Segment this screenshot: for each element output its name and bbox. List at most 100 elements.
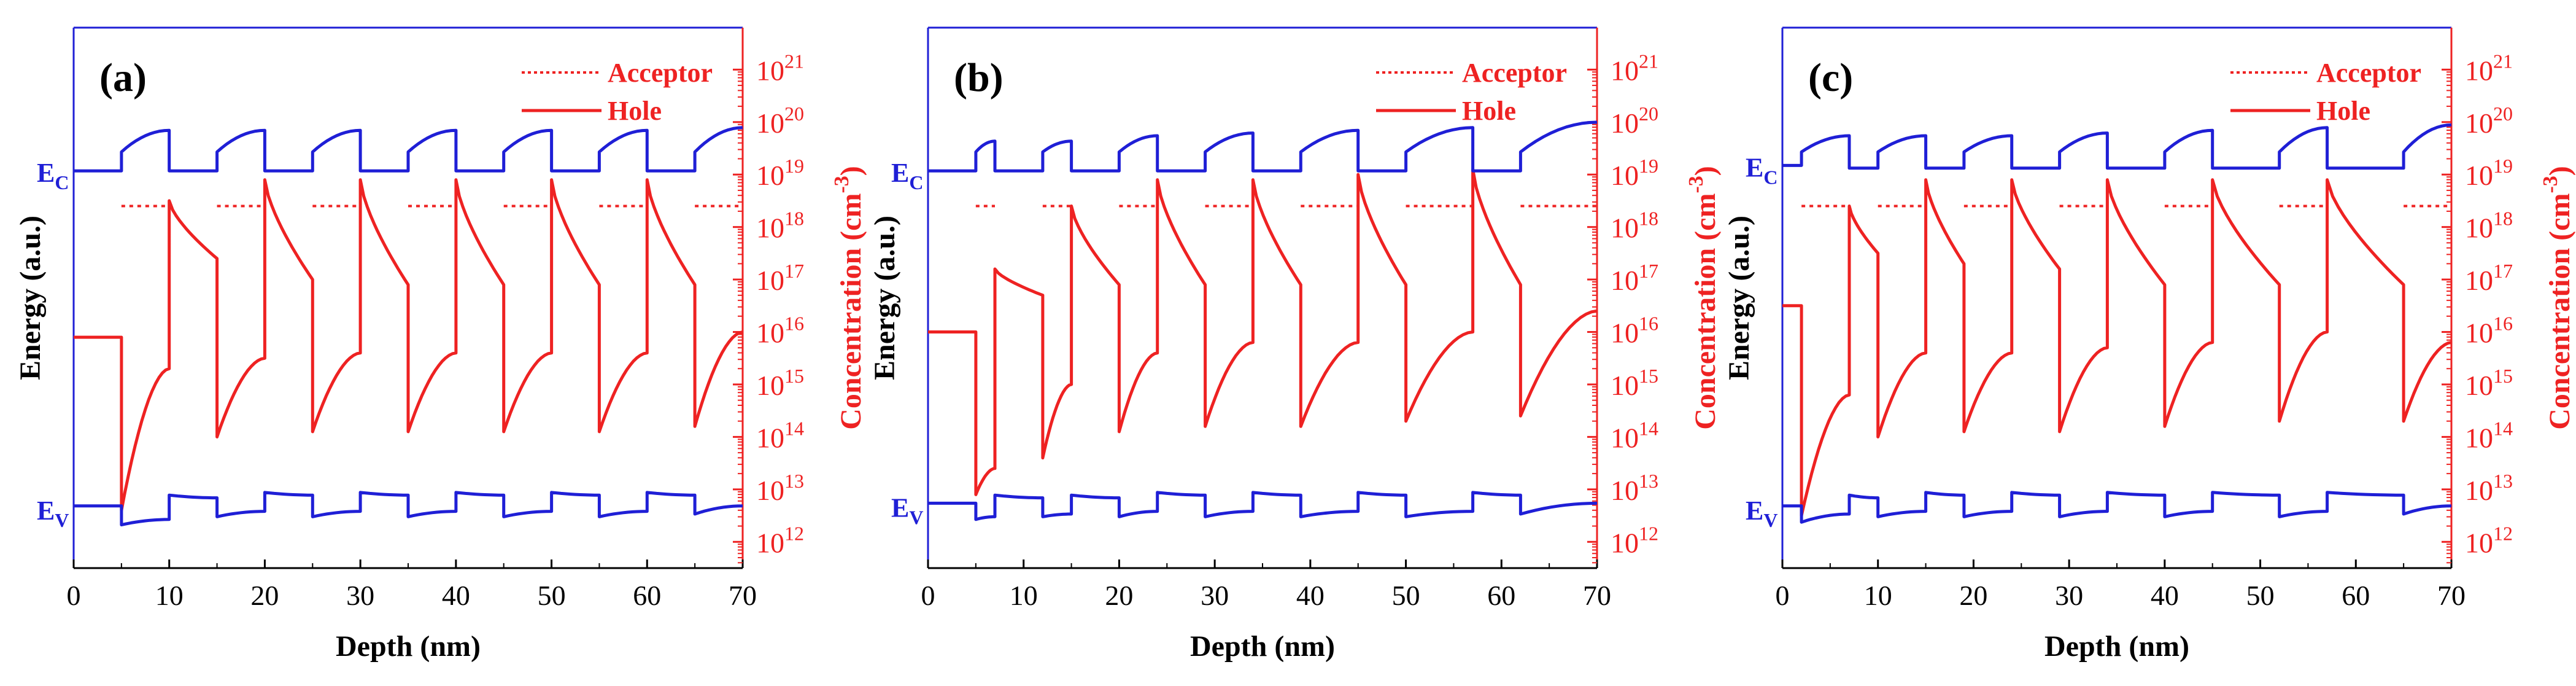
right-tick-exponent: 18: [784, 208, 804, 230]
right-axis-title-exponent: -3: [1685, 176, 1708, 193]
legend: Acceptor Hole: [1376, 58, 1567, 126]
right-tick-base: 10: [2465, 318, 2493, 349]
x-tick-label: 20: [250, 580, 279, 611]
right-tick-base: 10: [2465, 107, 2493, 139]
panel-label: (c): [1808, 55, 1853, 100]
x-axis-title: Depth (nm): [336, 630, 481, 663]
right-tick-exponent: 13: [2493, 470, 2513, 492]
x-tick-label: 0: [1776, 580, 1790, 611]
ev-label-main: E: [891, 493, 909, 523]
x-axis-title: Depth (nm): [1190, 630, 1335, 663]
right-tick-label: 1013: [1611, 470, 1658, 506]
ev-label-sub: V: [1763, 509, 1777, 531]
right-tick-label: 1013: [756, 470, 804, 506]
right-tick-exponent: 12: [1639, 522, 1658, 544]
x-axis-title: Depth (nm): [2044, 630, 2189, 663]
ec-label-main: E: [1746, 152, 1763, 182]
ev-label-sub: V: [55, 509, 69, 531]
right-tick-exponent: 13: [784, 470, 804, 492]
right-tick-base: 10: [2465, 422, 2493, 453]
right-tick-label: 1019: [2465, 155, 2513, 191]
right-axis-title: Concentration (cm-3): [2539, 166, 2576, 430]
ec-label-sub: C: [55, 171, 69, 193]
right-tick-base: 10: [756, 318, 784, 349]
right-tick-base: 10: [2465, 160, 2493, 191]
ec-label-sub: C: [1763, 166, 1777, 188]
right-tick-label: 1019: [756, 155, 804, 191]
right-tick-exponent: 21: [784, 50, 804, 72]
right-tick-base: 10: [1611, 422, 1639, 453]
x-tick-label: 30: [1201, 580, 1229, 611]
ec-label: EC: [37, 158, 69, 193]
x-tick-label: 50: [2246, 580, 2275, 611]
right-tick-base: 10: [1611, 475, 1639, 506]
ec-band-line: [74, 126, 743, 173]
right-tick-base: 10: [1611, 107, 1639, 139]
right-tick-label: 1015: [2465, 365, 2513, 401]
right-tick-exponent: 15: [1639, 365, 1658, 387]
right-tick-exponent: 16: [2493, 313, 2513, 335]
right-tick-exponent: 17: [1639, 260, 1658, 282]
right-tick-base: 10: [756, 475, 784, 506]
right-tick-base: 10: [756, 107, 784, 139]
ev-band-line: [1782, 491, 2452, 524]
right-tick-label: 1017: [1611, 260, 1658, 296]
right-tick-label: 1021: [2465, 50, 2513, 86]
right-tick-base: 10: [756, 370, 784, 401]
right-tick-base: 10: [1611, 265, 1639, 296]
right-tick-base: 10: [1611, 55, 1639, 86]
right-tick-exponent: 12: [2493, 522, 2513, 544]
right-tick-label: 1020: [2465, 103, 2513, 139]
right-tick-exponent: 21: [2493, 50, 2513, 72]
legend-label-acceptor: Acceptor: [1462, 58, 1567, 88]
ev-label: EV: [1746, 496, 1777, 531]
ec-label-sub: C: [909, 171, 923, 193]
right-axis-title-close: ): [1689, 166, 1722, 176]
right-tick-exponent: 20: [2493, 103, 2513, 125]
right-tick-label: 1012: [1611, 522, 1658, 558]
right-tick-label: 1013: [2465, 470, 2513, 506]
right-tick-base: 10: [2465, 370, 2493, 401]
right-tick-exponent: 14: [784, 417, 804, 439]
x-tick-label: 10: [1864, 580, 1892, 611]
right-tick-label: 1016: [1611, 313, 1658, 349]
x-tick-label: 0: [921, 580, 935, 611]
right-tick-base: 10: [756, 527, 784, 558]
right-tick-base: 10: [1611, 370, 1639, 401]
right-tick-label: 1014: [756, 417, 804, 453]
x-tick-label: 10: [1010, 580, 1038, 611]
right-tick-exponent: 20: [1639, 103, 1658, 125]
right-tick-label: 1012: [756, 522, 804, 558]
right-tick-label: 1016: [756, 313, 804, 349]
right-axis-title: Concentration (cm-3): [830, 166, 867, 430]
right-tick-label: 1020: [756, 103, 804, 139]
x-tick-label: 70: [1583, 580, 1611, 611]
panel-label: (a): [99, 55, 147, 100]
x-tick-label: 70: [2437, 580, 2466, 611]
legend: Acceptor Hole: [522, 58, 713, 126]
right-axis-title-base: Concentration (cm: [1689, 193, 1722, 430]
x-tick-label: 50: [1392, 580, 1420, 611]
ev-label-main: E: [1746, 496, 1763, 526]
ev-band-line: [928, 491, 1598, 521]
right-tick-exponent: 15: [784, 365, 804, 387]
right-tick-label: 1018: [756, 208, 804, 244]
ev-label: EV: [891, 493, 923, 528]
ec-label: EC: [891, 158, 923, 193]
right-tick-exponent: 16: [1639, 313, 1658, 335]
x-tick-label: 60: [633, 580, 661, 611]
right-axis-title-close: ): [2543, 166, 2576, 176]
right-tick-base: 10: [1611, 527, 1639, 558]
right-tick-exponent: 13: [1639, 470, 1658, 492]
right-tick-exponent: 17: [784, 260, 804, 282]
right-tick-base: 10: [1611, 160, 1639, 191]
right-tick-base: 10: [2465, 55, 2493, 86]
right-tick-base: 10: [2465, 265, 2493, 296]
right-tick-base: 10: [1611, 212, 1639, 244]
x-tick-label: 20: [1959, 580, 1987, 611]
right-tick-exponent: 15: [2493, 365, 2513, 387]
x-tick-label: 0: [67, 580, 81, 611]
